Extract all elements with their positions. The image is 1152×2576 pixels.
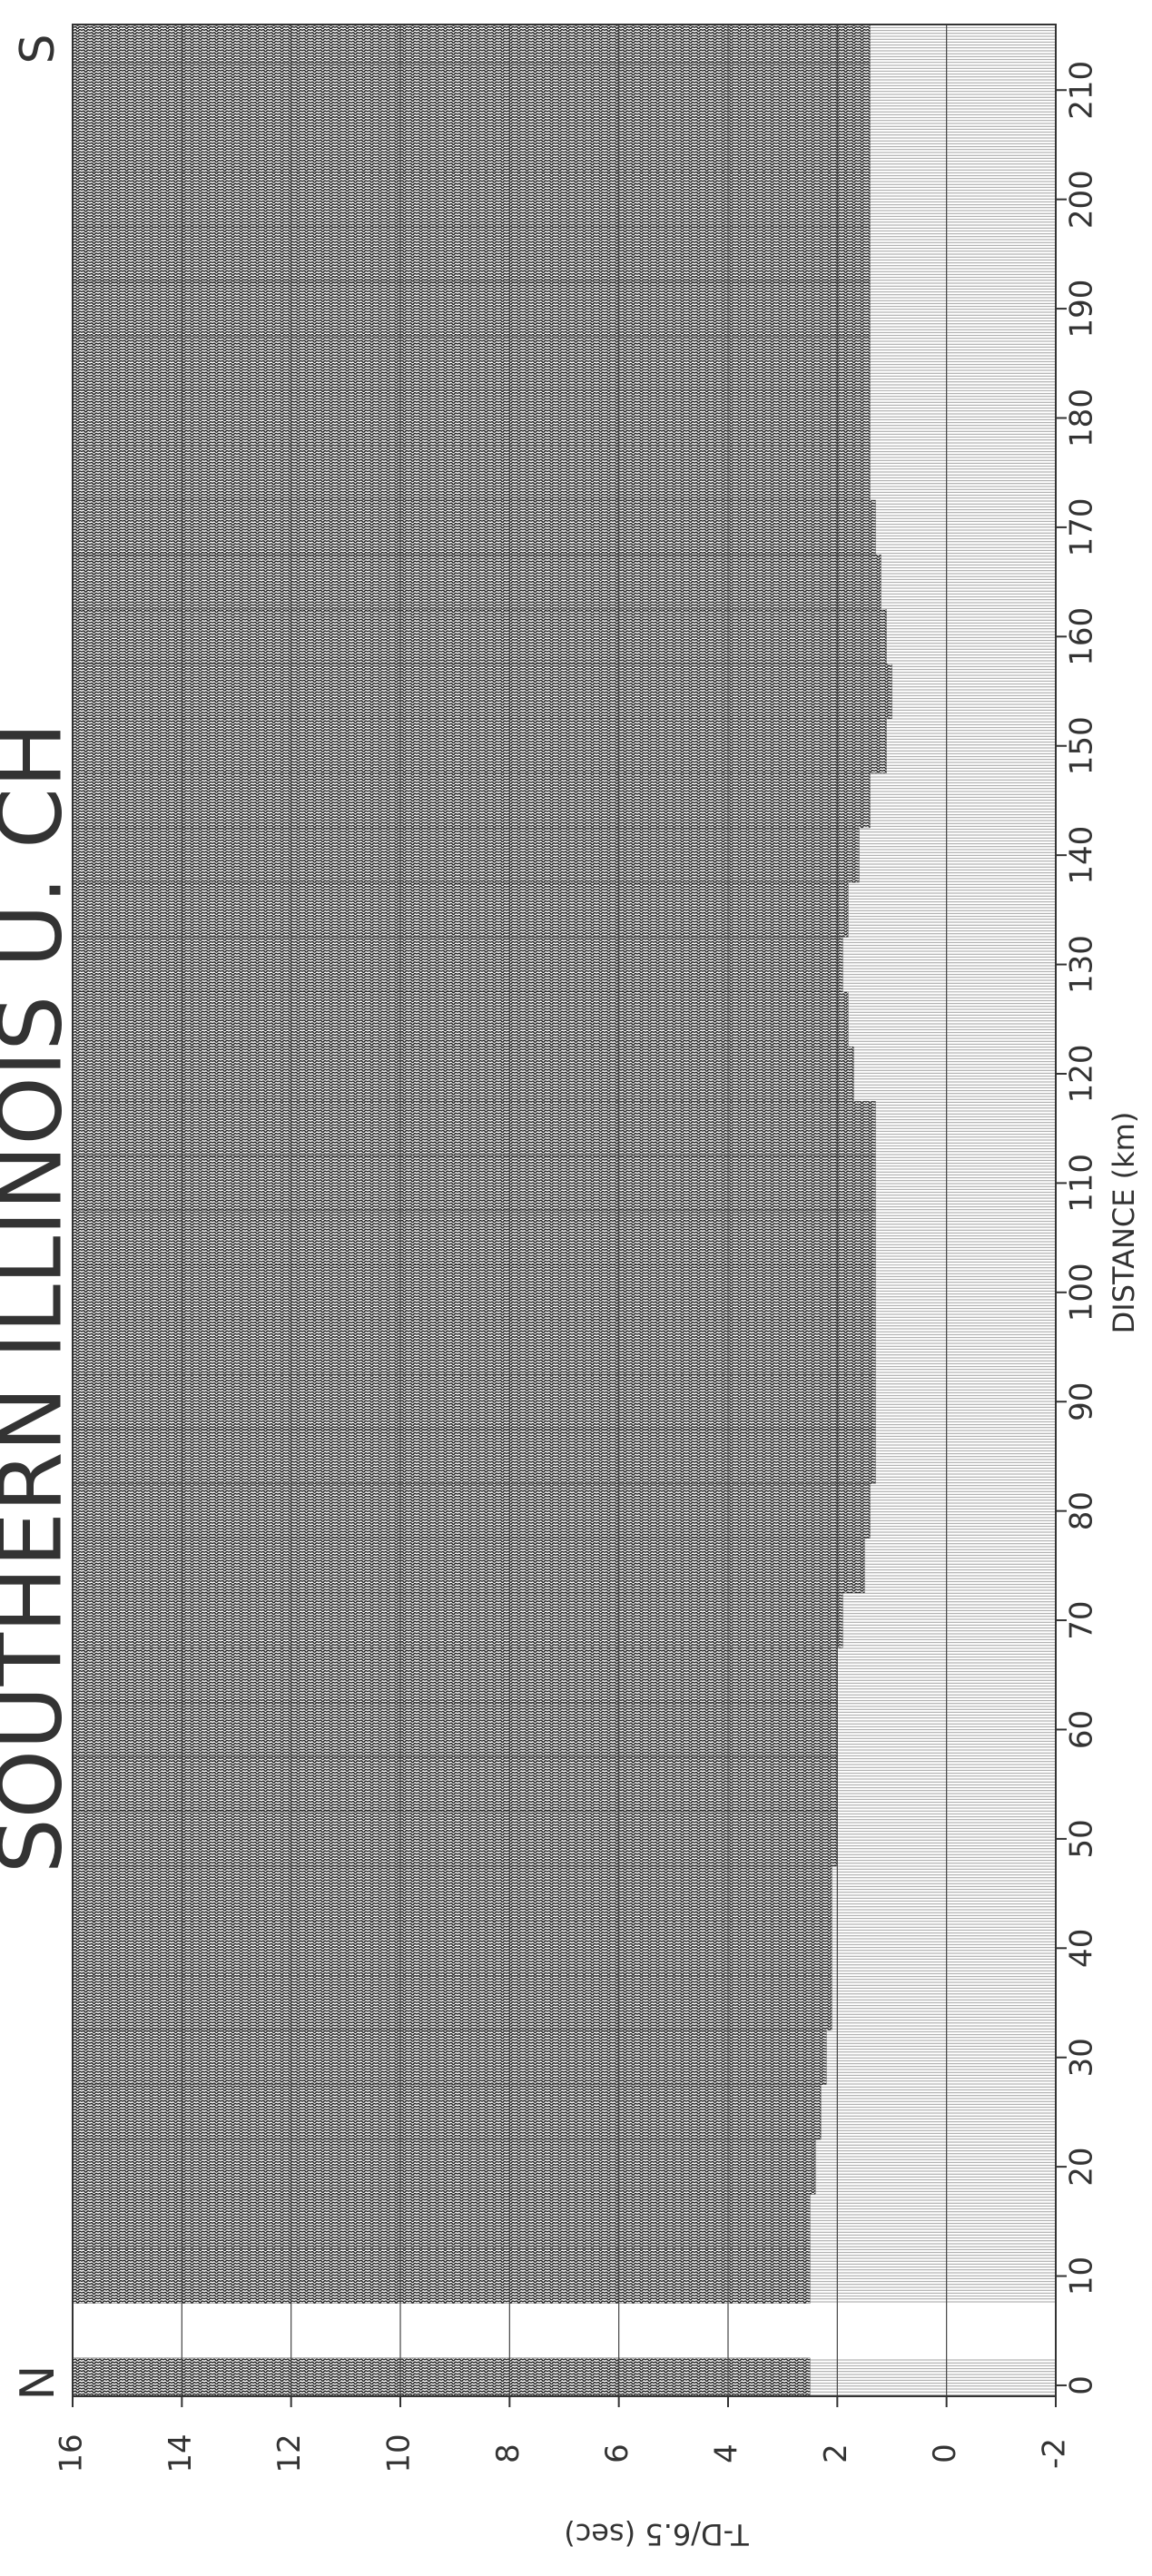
trace-signal <box>72 1100 876 1156</box>
trace-signal <box>72 2357 811 2397</box>
y-tick-label: 0 <box>927 2443 963 2463</box>
trace-signal <box>72 882 849 938</box>
trace-signal <box>72 2084 822 2140</box>
trace-signal <box>72 718 887 773</box>
trace-signal <box>72 226 871 282</box>
x-tick-label: 200 <box>1064 170 1100 229</box>
y-tick-label: 2 <box>818 2443 854 2463</box>
x-tick-label: 130 <box>1064 935 1100 994</box>
trace-signal <box>72 117 871 172</box>
x-tick-label: 20 <box>1064 2147 1100 2186</box>
y-tick-label: -2 <box>1037 2438 1073 2469</box>
y-axis-label: T-D/6.5 (sec) <box>564 2517 750 2551</box>
x-tick-label: 190 <box>1064 280 1100 339</box>
x-tick-label: 210 <box>1064 61 1100 120</box>
trace-signal <box>72 390 871 446</box>
trace-signal <box>72 827 860 883</box>
x-tick-label: 40 <box>1064 1929 1100 1968</box>
x-tick-label: 10 <box>1064 2256 1100 2296</box>
x-tick-label: 180 <box>1064 388 1100 447</box>
x-axis-label: DISTANCE (km) <box>1107 1112 1141 1334</box>
y-tick-label: 10 <box>381 2433 418 2473</box>
trace-signal <box>72 1483 871 1539</box>
trace-signal <box>72 772 871 829</box>
north-label: N <box>11 2365 65 2401</box>
y-tick-label: 4 <box>709 2443 745 2463</box>
plot-frame <box>72 24 1057 2397</box>
x-tick-label: 30 <box>1064 2038 1100 2077</box>
trace-signal <box>72 1647 838 1703</box>
x-tick-label: 100 <box>1064 1263 1100 1322</box>
trace-signal <box>72 937 843 992</box>
x-tick-label: 110 <box>1064 1154 1100 1213</box>
x-tick-label: 90 <box>1064 1382 1100 1421</box>
trace-signal <box>72 2194 811 2249</box>
y-tick-label: 14 <box>162 2433 199 2473</box>
y-tick-label: 12 <box>271 2433 308 2473</box>
south-label: S <box>11 34 65 64</box>
trace-signal <box>72 336 871 391</box>
y-tick-label: 16 <box>54 2433 90 2473</box>
trace-signal <box>72 2030 827 2085</box>
x-tick-label: 160 <box>1064 607 1100 666</box>
trace-signal <box>72 499 876 556</box>
y-tick-label: 6 <box>599 2443 635 2463</box>
x-tick-label: 70 <box>1064 1600 1100 1639</box>
trace-signal <box>72 1538 865 1594</box>
x-tick-label: 60 <box>1064 1710 1100 1749</box>
trace-signal <box>72 2248 811 2304</box>
trace-signal <box>72 1210 876 1265</box>
traces <box>72 24 1056 2397</box>
trace-signal <box>72 1592 843 1648</box>
trace-signal <box>72 1373 876 1430</box>
trace-signal <box>72 1429 876 1484</box>
chart-title: SOUTHERN ILLINOIS U. CH <box>0 723 81 1874</box>
trace-signal <box>72 1975 832 2030</box>
trace-signal <box>72 609 887 664</box>
axes: 16 14 12 10 8 6 4 2 0 -20102030405060708090100110… <box>54 25 1100 2473</box>
y-tick-label: 8 <box>490 2443 527 2463</box>
trace-signal <box>72 664 892 719</box>
trace-signal <box>72 1046 854 1102</box>
trace-signal <box>72 280 871 337</box>
trace-signal <box>72 445 871 500</box>
trace-signal <box>72 1264 876 1321</box>
trace-signal <box>72 1811 838 1867</box>
trace-signal <box>72 1702 838 1757</box>
trace-signal <box>72 1155 876 1211</box>
x-tick-label: 120 <box>1064 1045 1100 1104</box>
x-tick-label: 0 <box>1064 2375 1100 2395</box>
trace-signal <box>72 991 849 1047</box>
x-tick-label: 50 <box>1064 1819 1100 1858</box>
trace-signal <box>72 1921 832 1976</box>
trace-signal <box>72 24 871 64</box>
trace-signal <box>72 62 871 118</box>
x-tick-label: 80 <box>1064 1491 1100 1530</box>
trace-signal <box>72 554 881 610</box>
x-tick-label: 170 <box>1064 497 1100 556</box>
trace-signal <box>72 2138 816 2195</box>
x-tick-label: 150 <box>1064 716 1100 775</box>
trace-signal <box>72 1756 838 1812</box>
trace-signal <box>72 1319 876 1375</box>
x-tick-label: 140 <box>1064 826 1100 885</box>
trace-signal <box>72 1865 832 1922</box>
trace-signal <box>72 172 871 227</box>
